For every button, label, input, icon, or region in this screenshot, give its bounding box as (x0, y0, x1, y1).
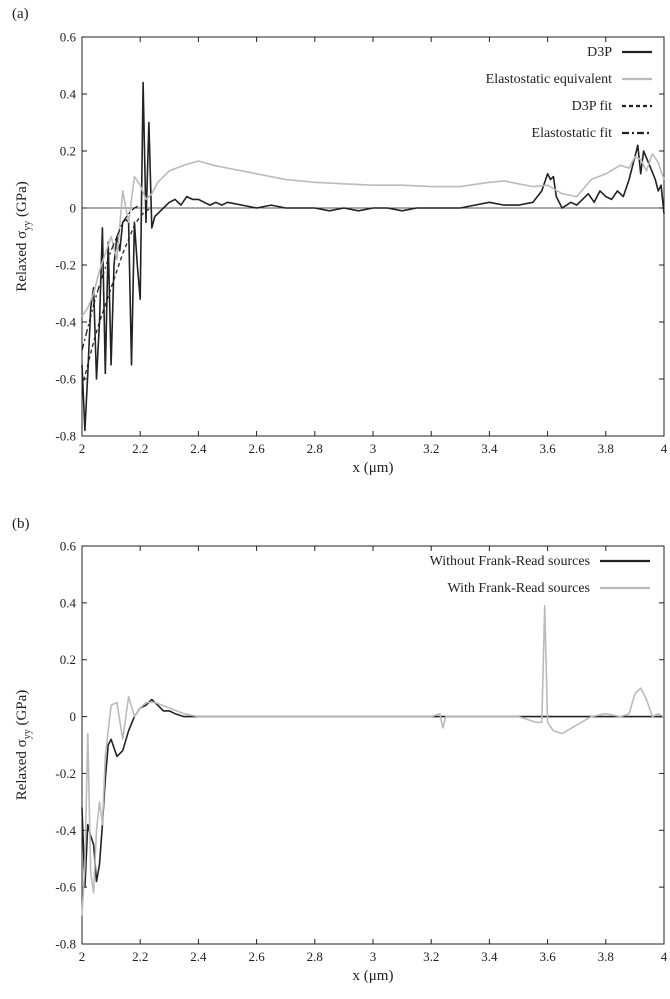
x-tick-label: 3.8 (598, 441, 614, 456)
y-tick-label: -0.2 (55, 258, 76, 273)
x-tick-label: 2.6 (248, 441, 265, 456)
series-line-without-frank-read-sources (81, 698, 664, 888)
y-axis-label-sub: yy (22, 221, 33, 231)
y-tick-label: 0.4 (60, 595, 77, 610)
y-tick-label: -0.4 (55, 823, 76, 838)
y-axis-label-main: Relaxed σ (14, 739, 30, 800)
series-line-elastostatic-equivalent (81, 153, 665, 317)
y-tick-label: 0 (70, 709, 77, 724)
x-tick-label: 2.8 (307, 441, 323, 456)
y-tick-label: -0.2 (55, 766, 76, 781)
x-tick-label: 3.6 (539, 949, 556, 964)
y-axis-label-sub: yy (22, 729, 33, 739)
legend-label: Without Frank-Read sources (430, 554, 590, 569)
y-tick-label: 0.6 (60, 30, 77, 45)
legend-label: D3P fit (572, 99, 612, 114)
x-tick-label: 3.4 (481, 441, 498, 456)
y-axis-label-unit: (GPa) (14, 181, 30, 221)
y-tick-label: -0.8 (55, 937, 76, 952)
x-tick-label: 3.4 (481, 949, 498, 964)
y-axis-label-unit: (GPa) (14, 690, 30, 730)
x-tick-label: 3.6 (539, 441, 556, 456)
series-line-with-frank-read-sources (81, 604, 665, 916)
x-tick-label: 4 (661, 949, 668, 964)
x-tick-label: 2.6 (248, 949, 265, 964)
y-axis-label: Relaxed σyy (GPa) (14, 690, 33, 801)
chart-panel-a: (a) 2 2.2 2.4 2.6 2.8 3 3.2 3.4 3.6 3.8 4 -0.8 -0.6 -0… (12, 6, 668, 476)
legend-label: Elastostatic equivalent (486, 72, 612, 87)
x-tick-label: 2.2 (132, 441, 148, 456)
plot-frame (81, 545, 665, 945)
x-tick-label: 2.4 (190, 949, 207, 964)
y-axis-label: Relaxed σyy (GPa) (14, 181, 33, 292)
panel-label: (b) (12, 516, 30, 532)
plot-frame (81, 36, 665, 437)
y-tick-label: 0.2 (60, 144, 76, 159)
x-tick-label: 3 (370, 441, 377, 456)
series-line-d3p-fit (81, 207, 153, 388)
y-tick-label: -0.6 (55, 372, 76, 387)
y-tick-label: -0.8 (55, 429, 76, 444)
x-tick-label: 4 (661, 441, 668, 456)
x-tick-label: 2.4 (190, 441, 207, 456)
legend-label: With Frank-Read sources (447, 581, 590, 596)
x-tick-label: 2 (79, 949, 86, 964)
x-tick-label: 3.2 (423, 949, 439, 964)
y-axis-label-main: Relaxed σ (14, 231, 30, 292)
x-tick-label: 2.2 (132, 949, 148, 964)
chart-panel-b: (b) 2 2.2 2.4 2.6 2.8 3 3.2 3.4 3.6 3.8 4 -0.8 -0.6 -0… (12, 516, 668, 984)
y-tick-label: 0.2 (60, 652, 76, 667)
y-tick-label: 0.4 (60, 87, 77, 102)
y-tick-label: 0 (70, 201, 77, 216)
x-tick-label: 3.2 (423, 441, 439, 456)
y-tick-label: -0.4 (55, 315, 76, 330)
panel-label: (a) (12, 6, 29, 22)
x-tick-label: 2.8 (307, 949, 323, 964)
y-tick-label: -0.6 (55, 880, 76, 895)
x-axis-label: x (μm) (353, 968, 394, 984)
x-tick-label: 2 (79, 441, 86, 456)
x-tick-label: 3 (370, 949, 377, 964)
x-tick-label: 3.8 (598, 949, 614, 964)
legend-label: Elastostatic fit (532, 126, 613, 141)
legend-label: D3P (587, 45, 612, 60)
x-axis-label: x (μm) (353, 460, 394, 476)
y-tick-label: 0.6 (60, 539, 77, 554)
